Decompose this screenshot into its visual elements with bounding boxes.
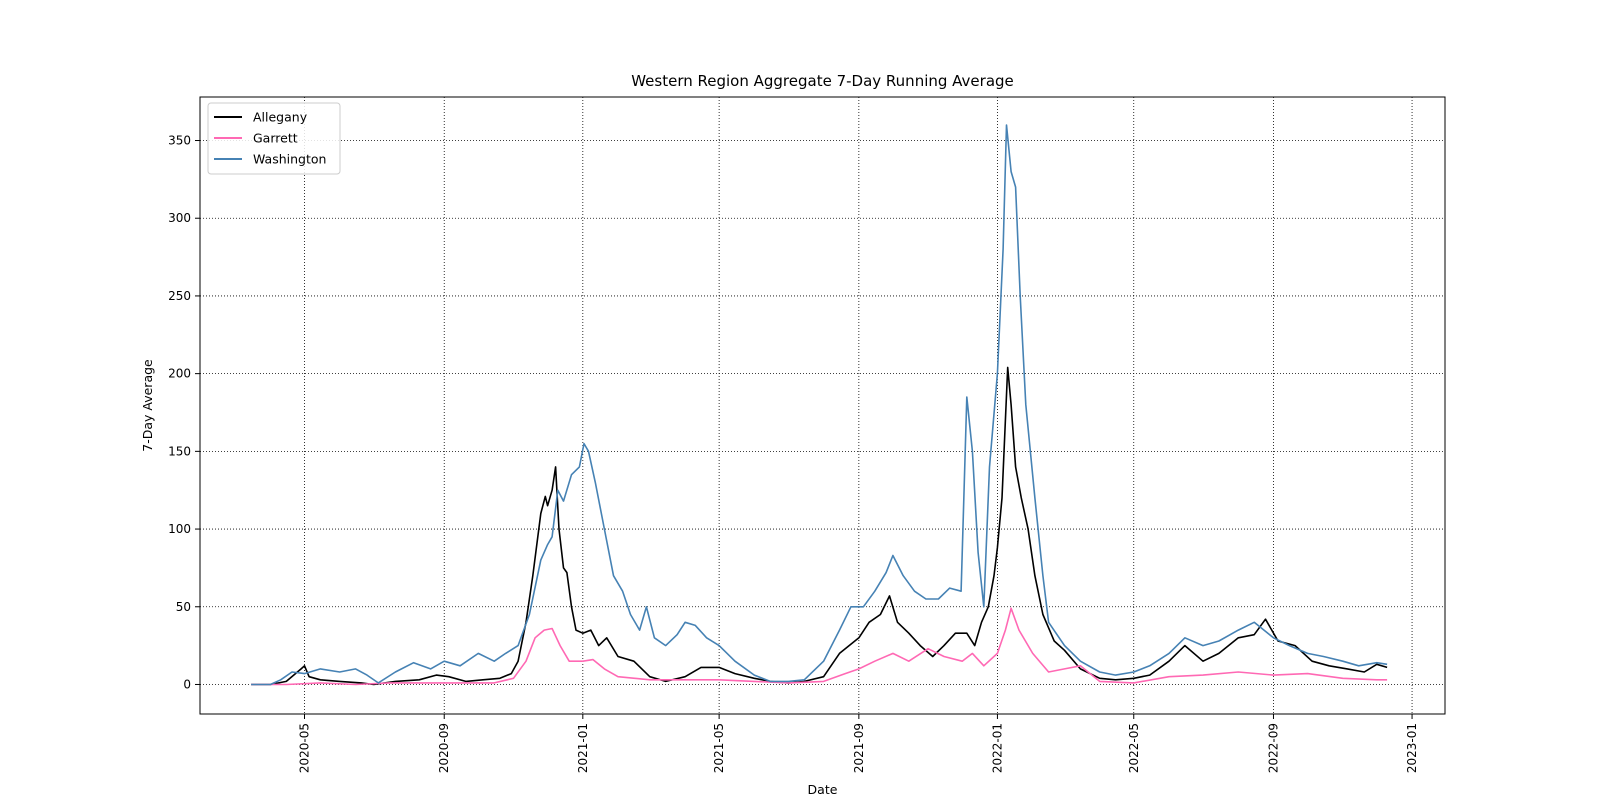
y-tick-label: 50 bbox=[176, 600, 191, 614]
y-tick-label: 0 bbox=[183, 677, 191, 691]
x-tick-label: 2021-09 bbox=[852, 723, 866, 773]
y-tick-label: 350 bbox=[168, 134, 191, 148]
x-tick-label: 2020-09 bbox=[437, 723, 451, 773]
series-line-allegany bbox=[251, 366, 1388, 686]
series-line-garrett bbox=[251, 607, 1388, 686]
y-tick-label: 300 bbox=[168, 211, 191, 225]
legend-label-washington: Washington bbox=[253, 152, 326, 167]
y-axis: 0 50 100 150 200 250 300 350 bbox=[168, 134, 200, 691]
x-tick-label: 2022-05 bbox=[1127, 723, 1141, 773]
legend: Allegany Garrett Washington bbox=[207, 102, 341, 175]
x-tick-label: 2022-09 bbox=[1266, 723, 1280, 773]
x-tick-label: 2021-01 bbox=[576, 723, 590, 773]
series-lines bbox=[251, 124, 1388, 686]
chart-title: Western Region Aggregate 7-Day Running A… bbox=[631, 72, 1014, 90]
x-tick-label: 2023-01 bbox=[1405, 723, 1419, 773]
x-axis: 2020-05 2020-09 2021-01 2021-05 2021-09 2022-… bbox=[298, 714, 1419, 773]
y-tick-label: 200 bbox=[168, 367, 191, 381]
x-axis-label: Date bbox=[808, 782, 838, 797]
y-axis-label: 7-Day Average bbox=[140, 359, 155, 452]
x-tick-label: 2022-01 bbox=[990, 723, 1004, 773]
y-tick-label: 150 bbox=[168, 444, 191, 458]
legend-label-garrett: Garrett bbox=[253, 131, 298, 146]
x-tick-label: 2021-05 bbox=[712, 723, 726, 773]
series-line-washington bbox=[251, 124, 1388, 686]
y-tick-label: 100 bbox=[168, 522, 191, 536]
y-tick-label: 250 bbox=[168, 289, 191, 303]
legend-box bbox=[207, 102, 341, 175]
legend-label-allegany: Allegany bbox=[253, 110, 308, 125]
x-tick-label: 2020-05 bbox=[298, 723, 312, 773]
grid bbox=[200, 97, 1445, 714]
plot-frame bbox=[199, 96, 1446, 715]
